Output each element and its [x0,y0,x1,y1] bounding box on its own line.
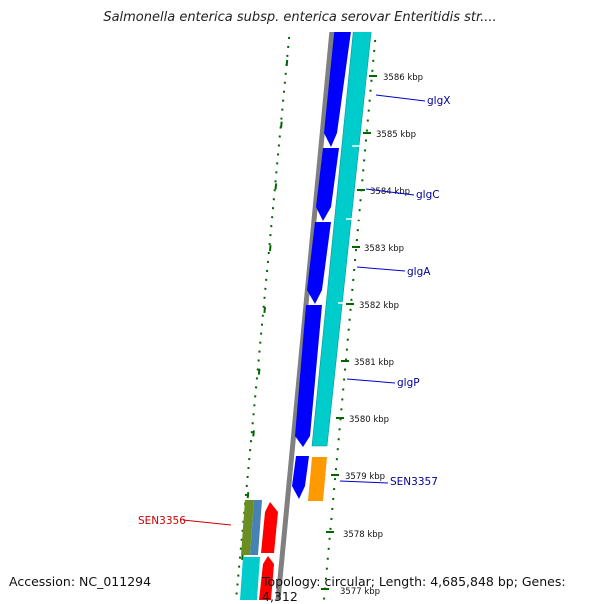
cds-SEN3356[interactable] [261,502,278,553]
gene-label-SEN3357[interactable]: SEN3357 [390,476,438,488]
gene-label-glgX[interactable]: glgX [427,95,450,107]
kbp-label-3578: 3578 kbp [343,530,383,540]
gene-label-SEN3356[interactable]: SEN3356 [138,515,186,527]
cds-glgC[interactable] [316,148,339,221]
cds-SEN3357[interactable] [292,456,309,499]
cog-block-olive [241,500,254,555]
cds-glgX[interactable] [324,24,352,147]
genome-title: Salmonella enterica subsp. enterica sero… [103,10,497,25]
kbp-label-3581: 3581 kbp [354,358,394,368]
cds-reverse-lower[interactable] [259,556,274,600]
kbp-label-3586: 3586 kbp [383,73,423,83]
gc-skew-ring [323,32,377,600]
gene-label-glgA[interactable]: glgA [407,266,431,278]
kbp-label-3583: 3583 kbp [364,244,404,254]
cog-block-steel [250,500,262,555]
cog-block-cyan-lower [240,557,260,600]
cds-glgA[interactable] [307,222,331,304]
cds-glgP[interactable] [295,305,322,447]
kbp-ticks [321,75,377,590]
accession-label: Accession: NC_011294 [9,574,152,589]
kbp-label-3585: 3585 kbp [376,130,416,140]
cog-track-cyan [311,32,372,447]
kbp-label-3579: 3579 kbp [345,472,385,482]
kbp-label-3577: 3577 kbp [340,587,380,597]
kbp-label-3580: 3580 kbp [349,415,389,425]
gene-label-glgP[interactable]: glgP [397,377,420,389]
gene-label-glgC[interactable]: glgC [416,189,440,201]
backbone-line [275,32,335,600]
kbp-label-3582: 3582 kbp [359,301,399,311]
cog-block-orange [308,457,327,501]
